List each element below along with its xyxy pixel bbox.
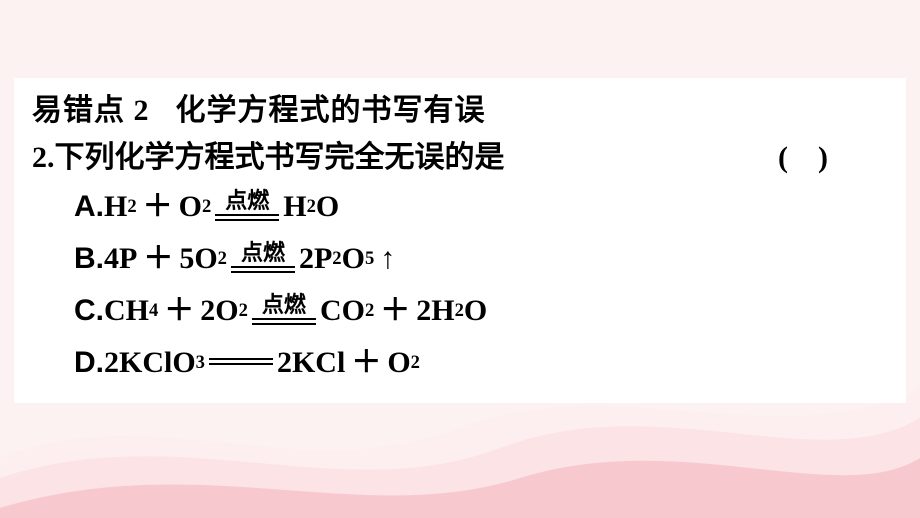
equals-lines [252,318,316,325]
gas-arrow-icon: ↑ [380,236,395,283]
equals-lines [231,266,295,273]
plus-icon: ＋ [143,236,173,283]
option-d: D.2KClO3 2KCl＋O2 [32,337,888,389]
reaction-condition: 点燃 [215,190,279,221]
reaction-condition: 点燃 [252,294,316,325]
plus-icon: ＋ [143,184,173,231]
option-a: A.H2＋O2 点燃 H2O [32,181,888,233]
reaction-condition: 点燃 [231,242,295,273]
option-c: C.CH4＋2O2 点燃 CO2＋2H2O [32,285,888,337]
heading: 易错点 2 化学方程式的书写有误 [32,88,888,135]
plus-icon: ＋ [380,288,410,335]
option-b: B.4P＋5O2 点燃 2P2O5↑ [32,233,888,285]
option-a-label: A. [74,184,104,231]
answer-blank: () [778,135,858,182]
equals-lines [215,214,279,221]
heading-prefix: 易错点 2 [32,94,150,127]
heading-title: 化学方程式的书写有误 [176,94,486,127]
option-c-label: C. [74,288,104,335]
question-text: 下列化学方程式书写完全无误的是 [55,141,505,174]
plus-icon: ＋ [164,288,194,335]
content-box: 易错点 2 化学方程式的书写有误 2.下列化学方程式书写完全无误的是 () A.H… [14,78,906,403]
option-d-label: D. [74,340,104,387]
plus-icon: ＋ [351,340,381,387]
question-stem: 2.下列化学方程式书写完全无误的是 () [32,135,888,182]
reaction-condition [209,358,273,365]
question-number: 2. [32,141,55,174]
option-b-label: B. [74,236,104,283]
equals-lines [209,358,273,365]
